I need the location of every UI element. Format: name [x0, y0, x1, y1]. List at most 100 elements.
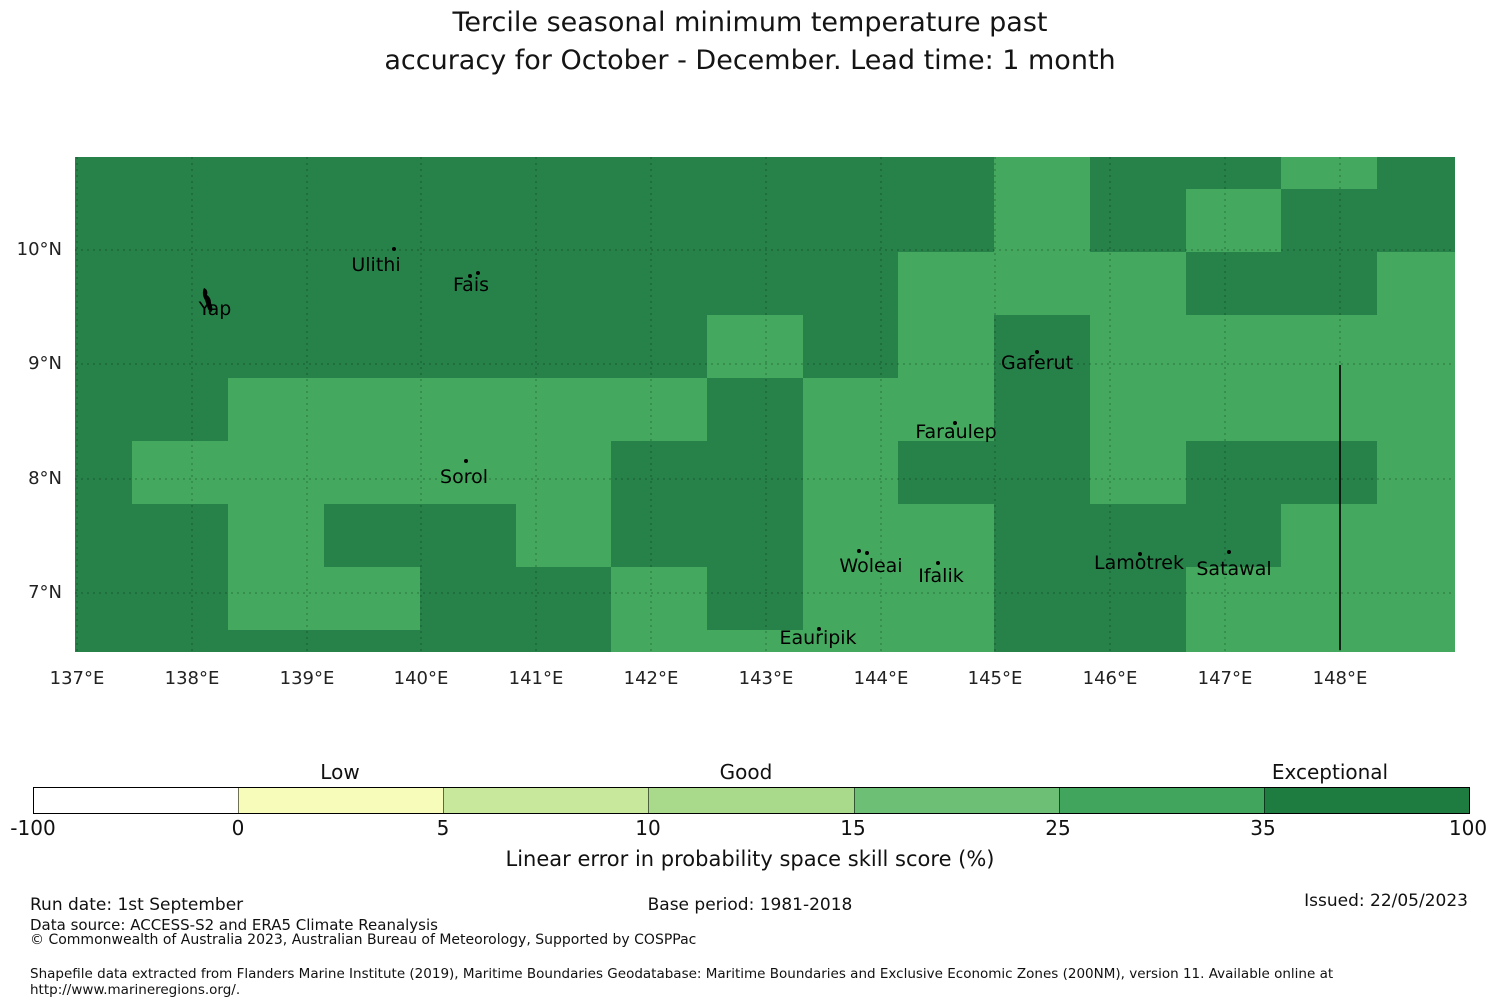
island-dot — [817, 627, 821, 631]
map-cell — [516, 252, 611, 315]
map-cell — [324, 504, 420, 567]
map-cell — [803, 157, 898, 189]
map-cell — [132, 378, 228, 441]
map-cell — [228, 189, 324, 252]
run-date-text: Run date: 1st September — [30, 895, 244, 915]
map-cell — [803, 189, 898, 252]
map-cell — [1186, 252, 1281, 315]
map-cell — [611, 315, 707, 378]
colorbar-tick-label: -100 — [10, 816, 56, 840]
island-label: Yap — [198, 298, 232, 320]
map-cell — [75, 315, 132, 378]
map-cell — [1090, 157, 1186, 189]
island-dot — [392, 247, 396, 251]
colorbar-segment — [34, 788, 239, 813]
map-cell — [420, 315, 516, 378]
map-cell — [420, 504, 516, 567]
map-cell — [228, 315, 324, 378]
map-cell — [994, 567, 1090, 630]
map-cell — [1281, 252, 1377, 315]
x-tick-label: 140°E — [393, 668, 449, 689]
colorbar — [33, 787, 1470, 814]
map-cell — [420, 189, 516, 252]
map-cell — [75, 252, 132, 315]
shapefile-text: Shapefile data extracted from Flanders M… — [30, 966, 1334, 998]
map-cell — [1186, 157, 1281, 189]
map-cell — [1186, 441, 1281, 504]
map-cell — [803, 315, 898, 378]
map-cell — [132, 189, 228, 252]
colorbar-category-label: Exceptional — [1271, 760, 1389, 784]
map-cell — [898, 441, 994, 504]
map-cell — [1377, 157, 1455, 189]
chart-title: Tercile seasonal minimum temperature pas… — [0, 4, 1500, 80]
island-dot — [865, 551, 869, 555]
map-cell — [1090, 630, 1186, 652]
x-tick-label: 144°E — [853, 668, 909, 689]
colorbar-segment — [1263, 788, 1469, 813]
map-overlay — [75, 157, 1455, 652]
chart-title-line2: accuracy for October - December. Lead ti… — [384, 45, 1116, 76]
map-cell — [707, 252, 803, 315]
map-cell — [707, 189, 803, 252]
map-cell — [707, 441, 803, 504]
island-dot — [468, 274, 472, 278]
map-cell — [132, 252, 228, 315]
map-cell — [994, 441, 1090, 504]
map-cell — [75, 189, 132, 252]
map-cell — [228, 630, 324, 652]
map-cell — [75, 157, 132, 189]
x-tick-label: 145°E — [967, 668, 1023, 689]
map-cell — [611, 157, 707, 189]
colorbar-segment — [853, 788, 1059, 813]
colorbar-tick-label: 100 — [1448, 816, 1488, 840]
map-cell — [611, 189, 707, 252]
map-cell — [420, 567, 516, 630]
map-cell — [994, 315, 1090, 378]
map-cell — [75, 567, 132, 630]
map-cell — [1281, 441, 1377, 504]
map-cell — [132, 567, 228, 630]
colorbar-tick-label: 35 — [1250, 816, 1276, 840]
map-cell — [516, 567, 611, 630]
island-label: Ifalik — [918, 565, 964, 587]
y-tick-label: 9°N — [28, 353, 62, 374]
map-cell — [324, 157, 420, 189]
chart-title-line1: Tercile seasonal minimum temperature pas… — [452, 7, 1048, 38]
map-cell — [75, 504, 132, 567]
x-tick-label: 147°E — [1197, 668, 1253, 689]
map-cell — [516, 315, 611, 378]
map-cell — [707, 378, 803, 441]
map-cell — [228, 252, 324, 315]
map-cell — [611, 441, 707, 504]
colorbar-segment — [238, 788, 444, 813]
island-dot — [464, 459, 468, 463]
island-dot — [1138, 552, 1142, 556]
map-cell — [75, 630, 132, 652]
map-cell — [132, 315, 228, 378]
map-cell — [1186, 504, 1281, 567]
colorbar-segment — [648, 788, 854, 813]
map-cell — [611, 504, 707, 567]
map-cell — [707, 567, 803, 630]
map-cell — [516, 630, 611, 652]
map-cell — [898, 189, 994, 252]
map-cell — [420, 252, 516, 315]
island-label: Sorol — [440, 466, 488, 488]
map-cell — [1281, 189, 1377, 252]
colorbar-tick-label: 25 — [1045, 816, 1071, 840]
map-cell — [228, 157, 324, 189]
island-label: Faraulep — [915, 421, 997, 443]
island-label: Lamotrek — [1094, 552, 1184, 574]
map-cell — [420, 157, 516, 189]
island-label: Satawal — [1196, 558, 1272, 580]
data-source-text: Data source: ACCESS-S2 and ERA5 Climate … — [30, 916, 438, 934]
map-cell — [707, 157, 803, 189]
map-cell — [75, 441, 132, 504]
x-tick-label: 148°E — [1312, 668, 1368, 689]
x-tick-label: 137°E — [49, 668, 105, 689]
colorbar-tick-label: 0 — [231, 816, 245, 840]
base-period-text: Base period: 1981-2018 — [647, 895, 853, 915]
colorbar-tick-label: 10 — [635, 816, 661, 840]
x-tick-label: 139°E — [279, 668, 335, 689]
